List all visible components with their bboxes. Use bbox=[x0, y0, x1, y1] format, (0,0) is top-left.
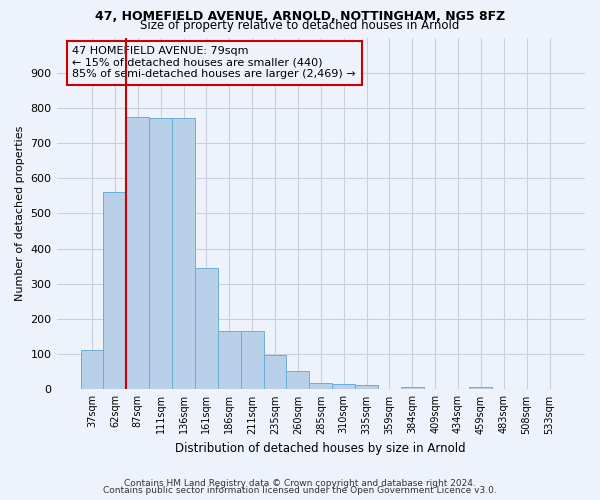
X-axis label: Distribution of detached houses by size in Arnold: Distribution of detached houses by size … bbox=[175, 442, 466, 455]
Bar bbox=[103, 192, 127, 390]
Text: Contains public sector information licensed under the Open Government Licence v3: Contains public sector information licen… bbox=[103, 486, 497, 495]
Bar bbox=[355, 385, 378, 390]
Bar bbox=[149, 118, 172, 390]
Bar bbox=[469, 386, 493, 390]
Bar bbox=[263, 356, 286, 390]
Bar bbox=[172, 118, 195, 390]
Bar bbox=[80, 350, 103, 390]
Text: Size of property relative to detached houses in Arnold: Size of property relative to detached ho… bbox=[140, 18, 460, 32]
Bar bbox=[332, 384, 355, 390]
Text: Contains HM Land Registry data © Crown copyright and database right 2024.: Contains HM Land Registry data © Crown c… bbox=[124, 478, 476, 488]
Bar bbox=[241, 332, 263, 390]
Bar bbox=[286, 371, 310, 390]
Y-axis label: Number of detached properties: Number of detached properties bbox=[15, 126, 25, 301]
Bar bbox=[127, 116, 149, 390]
Bar bbox=[310, 383, 332, 390]
Bar bbox=[401, 386, 424, 390]
Text: 47, HOMEFIELD AVENUE, ARNOLD, NOTTINGHAM, NG5 8FZ: 47, HOMEFIELD AVENUE, ARNOLD, NOTTINGHAM… bbox=[95, 10, 505, 23]
Bar bbox=[218, 332, 241, 390]
Text: 47 HOMEFIELD AVENUE: 79sqm
← 15% of detached houses are smaller (440)
85% of sem: 47 HOMEFIELD AVENUE: 79sqm ← 15% of deta… bbox=[73, 46, 356, 80]
Bar bbox=[195, 268, 218, 390]
